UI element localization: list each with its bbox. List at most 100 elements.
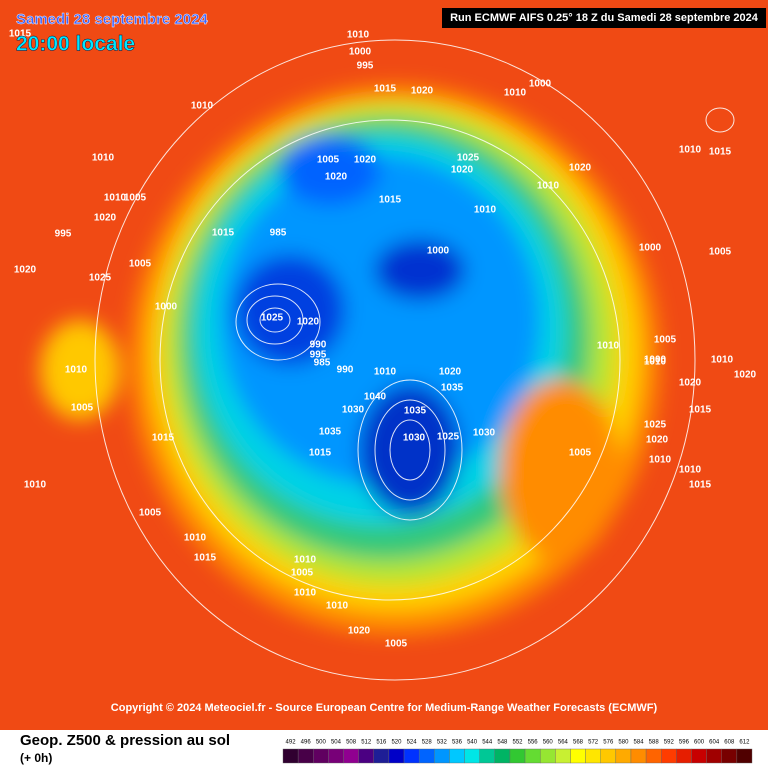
scale-swatch [449, 748, 465, 764]
isobar-label: 1010 [347, 30, 370, 41]
isobar-label: 1010 [504, 88, 527, 99]
scale-label: 612 [739, 740, 750, 746]
scale-label: 560 [543, 740, 554, 746]
isobars [94, 39, 735, 681]
scale-swatch [403, 748, 420, 764]
isobar-label: 1010 [184, 533, 207, 544]
scale-label: 580 [618, 740, 629, 746]
scale-swatch [691, 748, 707, 764]
scale-swatch [539, 748, 556, 764]
scale-label: 512 [361, 740, 372, 746]
scale-swatch [494, 748, 511, 764]
scale-label: 536 [452, 740, 463, 746]
scale-label: 540 [467, 740, 478, 746]
isobar-label: 1020 [297, 317, 320, 328]
isobar-label: 1000 [639, 243, 662, 254]
isobar-label: 985 [270, 228, 287, 239]
isobar-label: 995 [357, 61, 374, 72]
scale-swatch [615, 748, 632, 764]
scale-label: 492 [286, 740, 297, 746]
scale-label: 604 [709, 740, 720, 746]
legend-title: Geop. Z500 & pression au sol [20, 732, 230, 749]
isobar-label: 1010 [649, 455, 672, 466]
isobar-label: 1025 [261, 313, 284, 324]
scale-swatch [661, 748, 677, 764]
isobar-label: 1015 [689, 480, 712, 491]
scale-label: 584 [634, 740, 645, 746]
scale-swatch [358, 748, 374, 764]
isobar-label: 1020 [439, 367, 462, 378]
isobar-label: 1005 [129, 259, 152, 270]
scale-label: 588 [649, 740, 660, 746]
isobar-label: 1020 [451, 165, 474, 176]
isobar-label: 995 [55, 229, 72, 240]
isobar-label: 1020 [569, 163, 592, 174]
isobar-label: 990 [310, 340, 327, 351]
isobar-label: 1025 [644, 420, 667, 431]
isobar-label: 1015 [152, 433, 175, 444]
isobar-label: 1010 [679, 145, 702, 156]
isobar-label: 1010 [597, 341, 620, 352]
scale-swatch [600, 748, 617, 764]
isobar-label: 1015 [212, 228, 235, 239]
isobar-label: 1005 [124, 193, 147, 204]
scale-label: 596 [679, 740, 690, 746]
isobar-label: 1005 [317, 155, 340, 166]
isobar-label: 1040 [364, 392, 387, 403]
isobar-label: 1015 [374, 84, 397, 95]
scale-swatch [645, 748, 662, 764]
isobar-label: 1020 [734, 370, 757, 381]
isobar-label: 1020 [94, 213, 117, 224]
isobar-label: 1005 [139, 508, 162, 519]
isobar-label: 1010 [537, 181, 560, 192]
date: Samedi 28 septembre 2024 [16, 11, 208, 28]
isobar-label: 1020 [646, 435, 669, 446]
geopotential-field [40, 85, 660, 635]
isobar-label: 995 [310, 350, 327, 361]
isobar-label: 1020 [354, 155, 377, 166]
forecast-step: (+ 0h) [20, 751, 52, 765]
isobar-label: 1000 [529, 79, 552, 90]
isobar-label: 1010 [65, 365, 88, 376]
isobar-label: 1010 [104, 193, 127, 204]
scale-swatch [509, 748, 526, 764]
copyright: Copyright © 2024 Meteociel.fr - Source E… [111, 702, 658, 714]
isobar-label: 1015 [309, 448, 332, 459]
isobar-label: 1035 [441, 383, 464, 394]
isobar-label: 1010 [191, 101, 214, 112]
isobar-label: 1010 [644, 357, 667, 368]
scale-label: 568 [573, 740, 584, 746]
scale-swatch [464, 748, 480, 764]
color-scale: 492 496 500 504 508 512 516 520 524 528 532 536 540 5… [282, 740, 753, 764]
scale-swatch [630, 748, 647, 764]
scale-label: 548 [497, 740, 508, 746]
isobar-label: 1015 [194, 553, 217, 564]
isobar-label: 1010 [679, 465, 702, 476]
scale-swatch [328, 748, 344, 764]
scale-label: 532 [437, 740, 448, 746]
scale-swatch [418, 748, 435, 764]
scale-label: 524 [407, 740, 418, 746]
isobar-label: 1025 [89, 273, 112, 284]
isobar-label: 1000 [644, 355, 667, 366]
isobar-label: 1010 [711, 355, 734, 366]
isobar-label: 1010 [24, 480, 47, 491]
scale-label: 564 [558, 740, 569, 746]
isobar-label: 1015 [689, 405, 712, 416]
scale-swatch [479, 748, 496, 764]
scale-swatch [736, 748, 753, 764]
isobar-label: 1000 [155, 302, 178, 313]
isobar-label: 1015 [709, 147, 732, 158]
isobar-label: 1035 [319, 427, 342, 438]
isobar-label: 985 [314, 358, 331, 369]
scale-label: 600 [694, 740, 705, 746]
scale-swatch [570, 748, 586, 764]
scale-label: 544 [482, 740, 493, 746]
isobar-label: 1030 [342, 405, 365, 416]
isobar-label: 1020 [325, 172, 348, 183]
scale-label: 520 [391, 740, 402, 746]
scale-label: 508 [346, 740, 357, 746]
scale-label: 516 [376, 740, 387, 746]
